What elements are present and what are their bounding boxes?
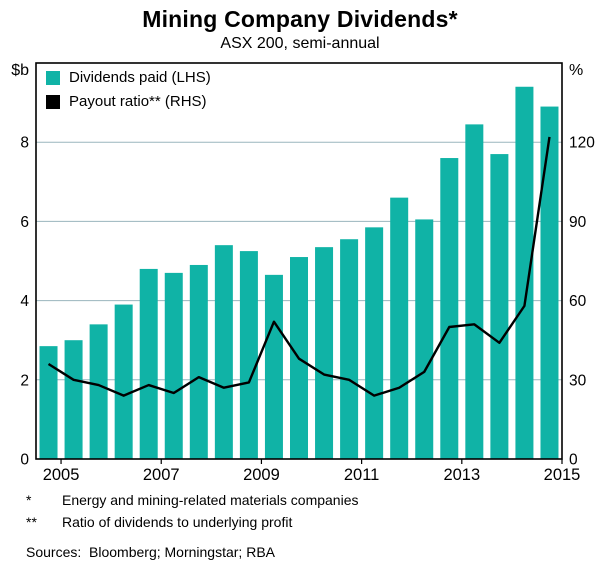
left-axis-tick-label: 0 bbox=[20, 452, 29, 469]
x-axis-year-label: 2015 bbox=[544, 466, 581, 484]
x-axis-year-label: 2011 bbox=[344, 466, 379, 484]
footnotes: * Energy and mining-related materials co… bbox=[26, 489, 600, 563]
dividend-bar bbox=[89, 324, 108, 459]
dividend-bar bbox=[415, 219, 434, 459]
footnote-marker: * bbox=[26, 492, 32, 508]
dividend-bar bbox=[239, 251, 258, 459]
dividend-bar bbox=[365, 227, 384, 459]
dividends-series-swatch-icon bbox=[46, 70, 60, 85]
right-axis-tick-label: 120 bbox=[569, 135, 595, 152]
dividend-bar bbox=[189, 264, 208, 459]
right-axis-tick-label: 0 bbox=[569, 452, 578, 469]
dividend-bar bbox=[64, 340, 83, 459]
x-axis-year-label: 2007 bbox=[143, 466, 180, 484]
dividend-bar bbox=[340, 239, 359, 459]
legend-item-dividends: Dividends paid (LHS) bbox=[46, 69, 211, 86]
footnote-energy-mining: * Energy and mining-related materials co… bbox=[26, 489, 600, 511]
dividend-bar bbox=[515, 86, 534, 459]
chart-area: $b % 0 2 4 6 8 0 30 60 90 120 2005 2007 2009 2011 2013… bbox=[0, 55, 600, 485]
x-axis-year-label: 2005 bbox=[43, 466, 80, 484]
footnote-payout-ratio-definition: ** Ratio of dividends to underlying prof… bbox=[26, 511, 600, 533]
right-axis-unit-label: % bbox=[569, 62, 583, 79]
legend-label-dividends: Dividends paid (LHS) bbox=[69, 69, 211, 86]
dividend-bar bbox=[39, 346, 58, 459]
payout-ratio-line bbox=[47, 136, 551, 397]
left-axis-tick-label: 4 bbox=[20, 293, 29, 310]
dividend-bar bbox=[264, 274, 283, 459]
dividend-bar bbox=[390, 197, 409, 459]
chart-page: Mining Company Dividends* ASX 200, semi-… bbox=[0, 6, 600, 567]
bars-group bbox=[39, 86, 559, 459]
dividend-bar bbox=[315, 247, 334, 459]
dividend-bar bbox=[490, 154, 509, 459]
left-axis-tick-label: 8 bbox=[20, 135, 29, 152]
chart-svg: $b % 0 2 4 6 8 0 30 60 90 120 2005 2007 2009 2011 2013… bbox=[11, 62, 595, 484]
left-axis-unit-label: $b bbox=[11, 62, 29, 79]
footnote-text: Energy and mining-related materials comp… bbox=[62, 492, 359, 508]
dividend-bar bbox=[540, 106, 559, 459]
dividend-bar bbox=[440, 158, 459, 459]
left-axis-tick-label: 2 bbox=[20, 372, 29, 389]
right-axis-tick-label: 60 bbox=[569, 293, 587, 310]
left-axis-tick-label: 6 bbox=[20, 214, 29, 231]
legend-item-payout-ratio: Payout ratio** (RHS) bbox=[46, 93, 211, 110]
right-axis-tick-label: 90 bbox=[569, 214, 587, 231]
chart-subtitle: ASX 200, semi-annual bbox=[220, 35, 380, 52]
sources-line: Sources: Bloomberg; Morningstar; RBA bbox=[26, 544, 275, 560]
legend: Dividends paid (LHS) Payout ratio** (RHS… bbox=[46, 69, 211, 110]
x-axis-year-label: 2009 bbox=[243, 466, 280, 484]
payout-ratio-series-swatch-icon bbox=[46, 94, 60, 109]
dividend-bar bbox=[465, 124, 484, 459]
dividend-bar bbox=[214, 245, 233, 459]
right-axis-tick-label: 30 bbox=[569, 372, 587, 389]
footnote-text: Ratio of dividends to underlying profit bbox=[62, 514, 293, 530]
chart-title: Mining Company Dividends* bbox=[142, 6, 458, 32]
dividend-bar bbox=[114, 304, 133, 459]
dividend-bar bbox=[164, 272, 183, 459]
footnote-marker: ** bbox=[26, 514, 37, 530]
dividend-bar bbox=[139, 268, 158, 459]
x-axis-year-label: 2013 bbox=[443, 466, 480, 484]
plot-frame bbox=[35, 62, 563, 460]
legend-label-payout-ratio: Payout ratio** (RHS) bbox=[69, 93, 207, 110]
